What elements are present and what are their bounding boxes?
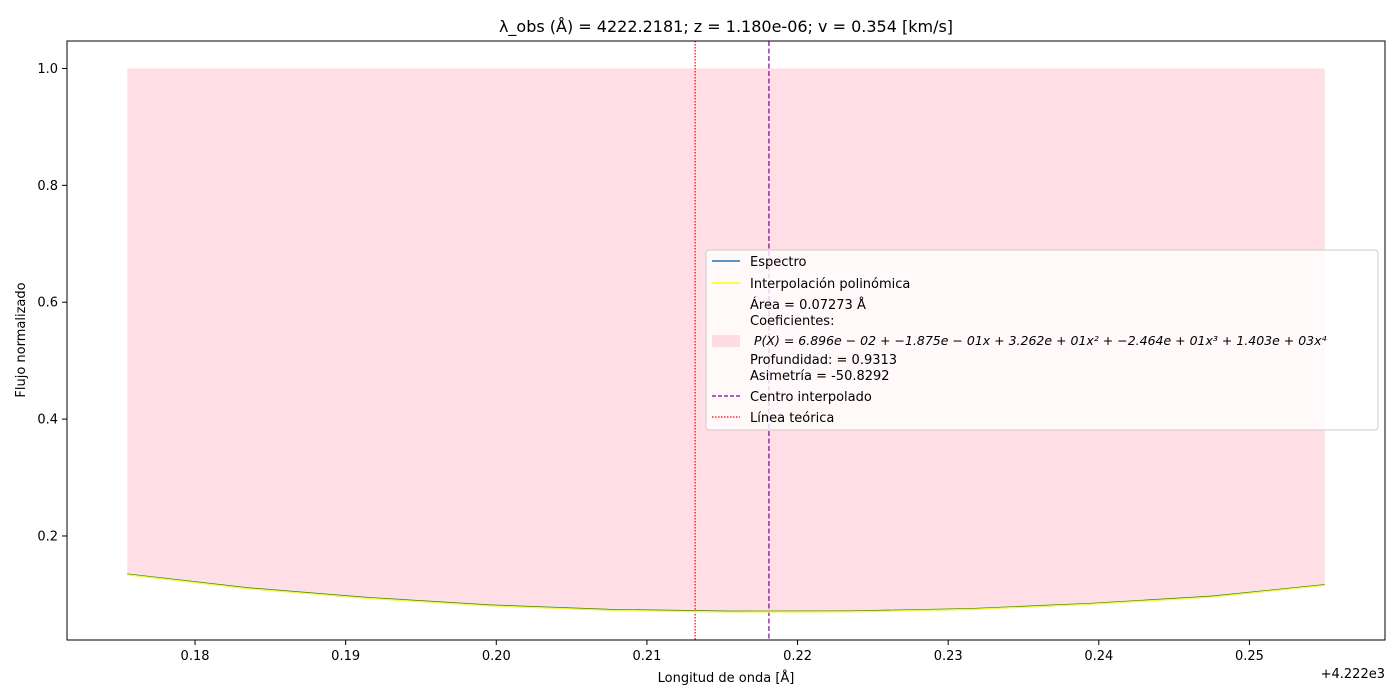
x-tick-label: 0.22 <box>783 649 812 664</box>
x-tick-label: 0.24 <box>1084 649 1113 664</box>
x-tick-label: 0.18 <box>181 649 210 664</box>
y-tick-label: 0.8 <box>37 179 58 194</box>
y-tick-label: 1.0 <box>37 62 58 77</box>
vline-layer <box>694 41 770 640</box>
y-tick-label: 0.6 <box>37 296 58 311</box>
x-tick-label: 0.23 <box>934 649 963 664</box>
series-interpolacion <box>127 574 1325 613</box>
y-tick-label: 0.2 <box>37 529 58 544</box>
legend: Espectro Interpolación polinómica Área =… <box>705 249 1379 431</box>
legend-swatch-area <box>712 335 740 347</box>
legend-label-coeficientes: Coeficientes: <box>750 314 834 329</box>
legend-label-espectro: Espectro <box>750 255 807 270</box>
y-axis-label: Flujo normalizado <box>14 282 29 397</box>
x-tick-label: 0.21 <box>632 649 661 664</box>
legend-label-profundidad: Profundidad: = 0.9313 <box>750 353 897 368</box>
legend-label-asimetria: Asimetría = -50.8292 <box>750 369 890 384</box>
x-axis: 0.18 0.19 0.20 0.21 0.22 0.23 0.24 0.25 <box>181 640 1264 664</box>
legend-label-polynomial: P(X) = 6.896e − 02 + −1.875e − 01x + 3.2… <box>754 333 1327 348</box>
plot-frame <box>66 40 1386 641</box>
x-offset-label: +4.222e3 <box>1321 667 1385 682</box>
y-axis: 0.2 0.4 0.6 0.8 1.0 <box>37 62 67 544</box>
x-tick-label: 0.19 <box>331 649 360 664</box>
y-tick-label: 0.4 <box>37 413 58 428</box>
legend-box <box>705 249 1379 431</box>
legend-label-centro: Centro interpolado <box>750 390 872 405</box>
x-axis-label: Longitud de onda [Å] <box>658 670 795 686</box>
legend-label-linea-teorica: Línea teórica <box>750 411 834 426</box>
x-tick-label: 0.25 <box>1235 649 1264 664</box>
legend-label-area: Área = 0.07273 Å <box>750 297 866 313</box>
series-layer <box>127 573 1325 613</box>
chart-title: λ_obs (Å) = 4222.2181; z = 1.180e-06; v … <box>499 17 953 37</box>
x-tick-label: 0.20 <box>482 649 511 664</box>
legend-label-interpolacion: Interpolación polinómica <box>750 277 910 292</box>
